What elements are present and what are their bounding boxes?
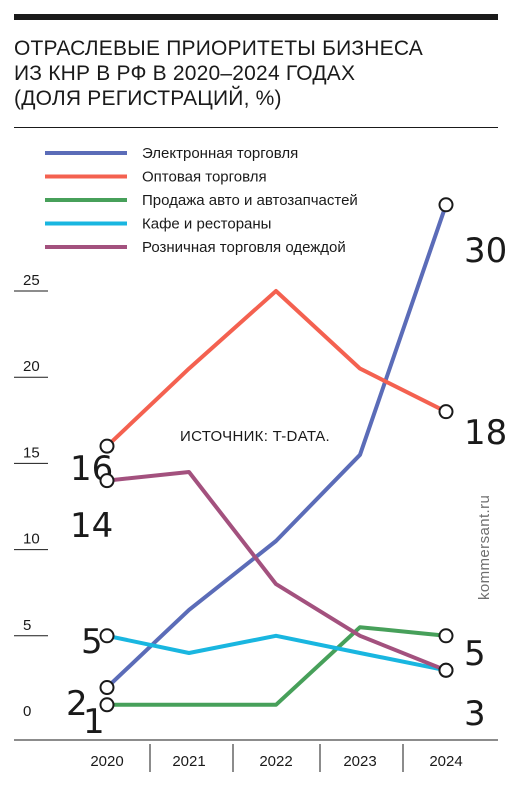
- source-note: ИСТОЧНИК: T-DATA.: [180, 428, 331, 445]
- end-point-marker: [438, 662, 454, 678]
- legend-entry-label: Электронная торговля: [142, 145, 298, 162]
- y-tick-label: 0: [23, 703, 31, 720]
- title-line-3: (ДОЛЯ РЕГИСТРАЦИЙ, %): [14, 87, 282, 110]
- start-value-label: 5: [81, 622, 103, 662]
- series-line: [105, 625, 448, 707]
- x-tick-label: 2022: [259, 753, 292, 770]
- x-tick-label: 2024: [429, 753, 462, 770]
- end-value-label: 5: [464, 634, 486, 674]
- legend-entry-label: Продажа авто и автозапчастей: [142, 192, 358, 209]
- series-line: [105, 470, 448, 673]
- start-point-marker: [99, 628, 115, 644]
- y-tick-label: 25: [23, 272, 40, 289]
- series-line: [105, 202, 448, 690]
- end-value-label: 18: [464, 413, 507, 453]
- series-line: [105, 633, 448, 673]
- x-tick-label: 2021: [172, 753, 205, 770]
- x-tick-label: 2020: [90, 753, 123, 770]
- start-point-marker: [99, 473, 115, 489]
- start-value-label: 14: [70, 506, 113, 546]
- y-tick-label: 10: [23, 531, 40, 548]
- title-line-2: ИЗ КНР В РФ В 2020–2024 ГОДАХ: [14, 62, 356, 85]
- start-point-marker: [99, 697, 115, 713]
- legend-entry-label: Розничная торговля одеждой: [142, 239, 346, 256]
- start-value-label: 2: [66, 684, 88, 724]
- y-tick-label: 20: [23, 358, 40, 375]
- legend-entry-label: Кафе и рестораны: [142, 216, 271, 233]
- end-value-label: 3: [464, 694, 486, 734]
- start-point-marker: [99, 438, 115, 454]
- top-bar: [14, 14, 498, 20]
- x-tick-label: 2023: [343, 753, 376, 770]
- end-point-marker: [438, 628, 454, 644]
- legend-entry-label: Оптовая торговля: [142, 169, 267, 186]
- y-tick-label: 5: [23, 617, 31, 634]
- title-rule: [14, 127, 498, 128]
- end-value-label: 30: [464, 231, 507, 271]
- series-line: [105, 289, 448, 449]
- credit-watermark: kommersant.ru: [476, 494, 493, 600]
- start-point-marker: [99, 680, 115, 696]
- chart-title: ОТРАСЛЕВЫЕ ПРИОРИТЕТЫ БИЗНЕСА ИЗ КНР В Р…: [14, 36, 498, 111]
- title-line-1: ОТРАСЛЕВЫЕ ПРИОРИТЕТЫ БИЗНЕСА: [14, 37, 423, 60]
- end-point-marker: [438, 197, 454, 213]
- start-value-label: 1: [83, 702, 105, 742]
- end-point-marker: [438, 404, 454, 420]
- y-tick-label: 15: [23, 444, 40, 461]
